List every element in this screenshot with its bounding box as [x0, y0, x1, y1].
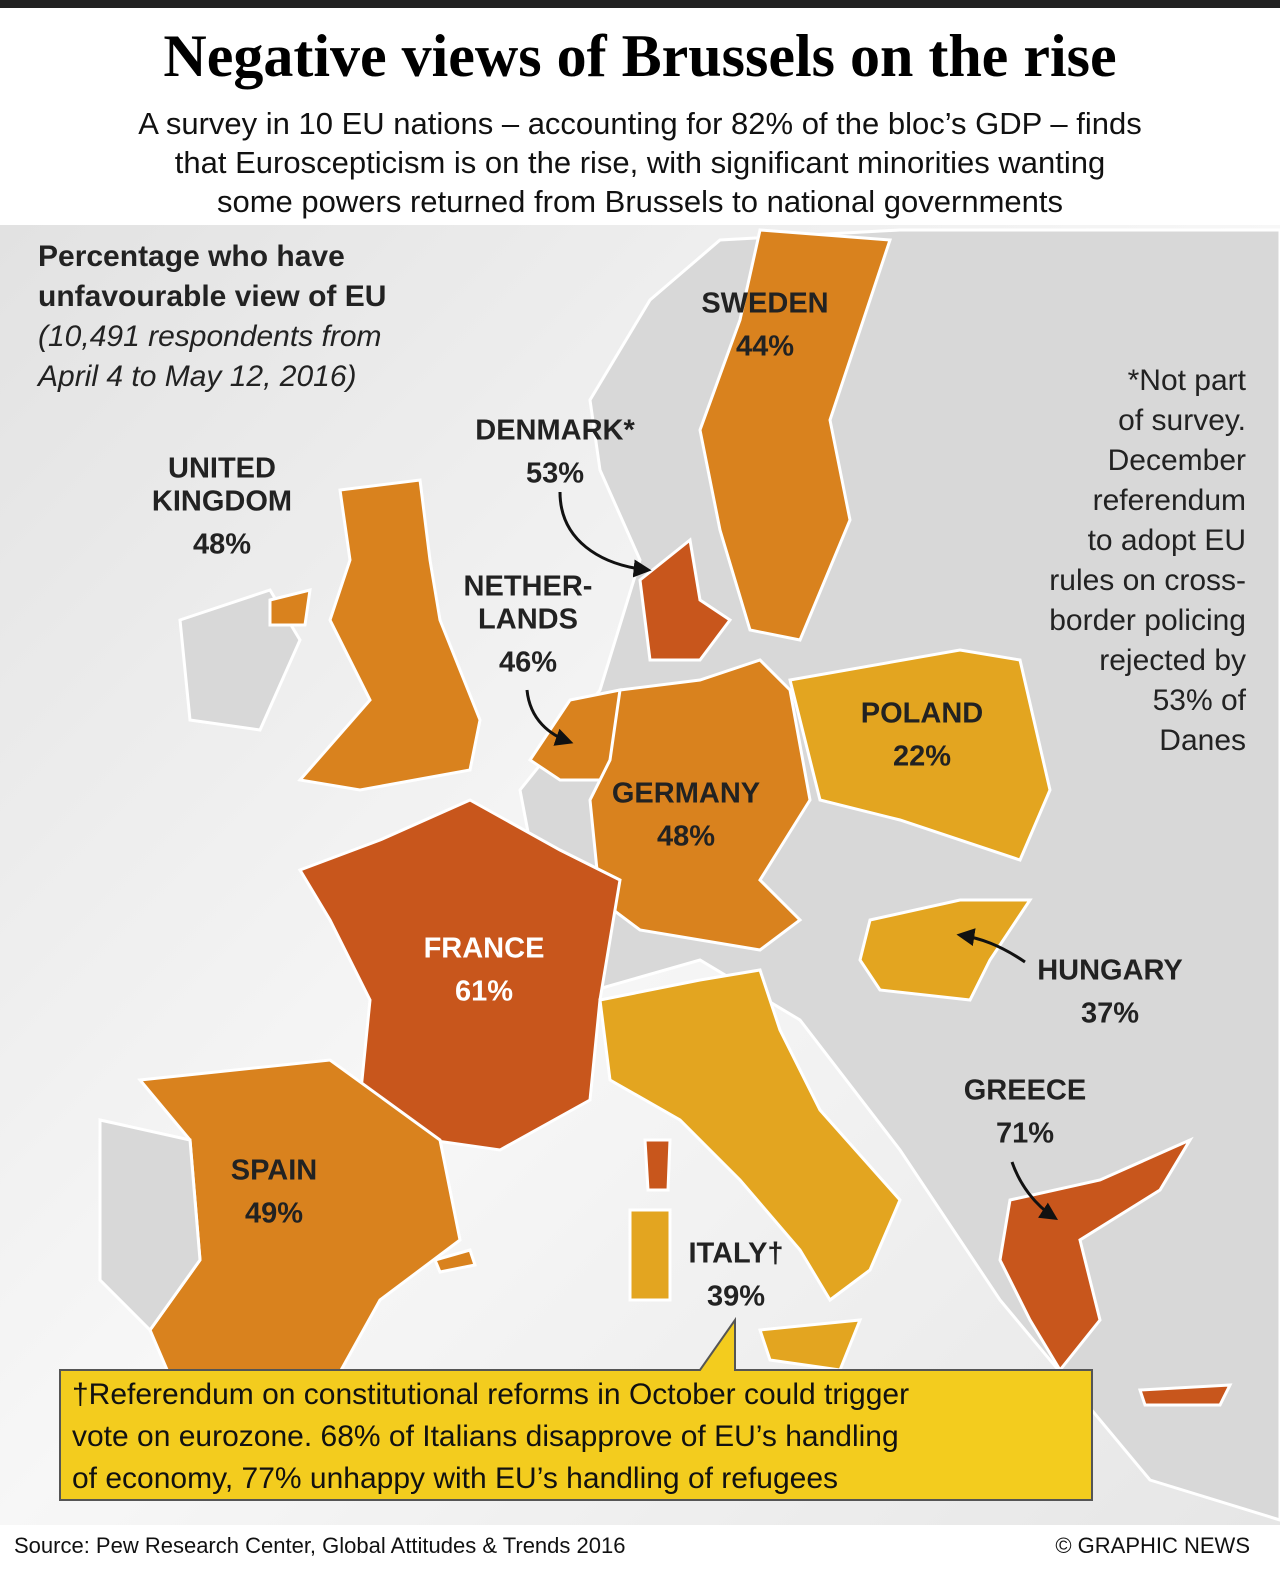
regions — [137, 228, 1233, 1407]
country-region — [628, 1208, 672, 1302]
country-value: 71% — [996, 1118, 1054, 1150]
country-name: FRANCE — [424, 933, 545, 965]
country-region — [588, 658, 812, 952]
italy-callout — [59, 1316, 1093, 1501]
country-name: SPAIN — [231, 1155, 317, 1187]
country-name: ITALY† — [688, 1238, 783, 1270]
subtitle: that Euroscepticism is on the rise, with… — [175, 145, 1105, 180]
subtitle: some powers returned from Brussels to na… — [217, 184, 1063, 219]
denmark-note-line: 53% of — [1153, 684, 1247, 717]
key-heading: unfavourable view of EU — [38, 280, 386, 313]
country-value: 48% — [193, 529, 251, 561]
country-region — [998, 1136, 1194, 1373]
country-region — [297, 798, 622, 1152]
country-name: GREECE — [964, 1075, 1086, 1107]
arrows — [525, 491, 1059, 1220]
country-value: 48% — [657, 821, 715, 853]
country-region — [297, 478, 482, 792]
subtitle: A survey in 10 EU nations – accounting f… — [138, 106, 1142, 141]
italy-note-line: of economy, 77% unhappy with EU’s handli… — [72, 1462, 838, 1495]
country-value: 49% — [245, 1198, 303, 1230]
denmark-note-line: to adopt EU — [1088, 524, 1246, 557]
denmark-note-line: December — [1108, 444, 1246, 477]
italy-note-line: vote on eurozone. 68% of Italians disapp… — [72, 1420, 899, 1453]
top-bar — [0, 0, 1280, 8]
country-region — [598, 968, 902, 1303]
key-note: (10,491 respondents from — [38, 320, 382, 353]
source: Source: Pew Research Center, Global Atti… — [14, 1533, 625, 1558]
country-region — [268, 588, 312, 627]
credit: © GRAPHIC NEWS — [1055, 1533, 1250, 1558]
country-name: UNITED — [168, 453, 276, 485]
denmark-note: *Not part of survey. December referendum to … — [1049, 364, 1246, 757]
italy-note-line: †Referendum on constitutional reforms in… — [72, 1378, 909, 1411]
country-region — [698, 228, 893, 642]
country-value: 44% — [736, 331, 794, 363]
denmark-note-line: Danes — [1159, 724, 1246, 757]
country-value: 53% — [526, 458, 584, 490]
denmark-note-line: referendum — [1093, 484, 1246, 517]
country-name: DENMARK* — [475, 415, 635, 447]
denmark-note-line: of survey. — [1118, 404, 1246, 437]
denmark-note-line: rules on cross- — [1049, 564, 1246, 597]
country-value: 39% — [707, 1281, 765, 1313]
country-name: GERMANY — [612, 778, 760, 810]
country-region — [788, 648, 1052, 862]
italy-note: †Referendum on constitutional reforms in… — [72, 1378, 909, 1495]
key-heading: Percentage who have — [38, 240, 345, 273]
country-value: 37% — [1081, 998, 1139, 1030]
country-name: KINGDOM — [152, 486, 292, 518]
country-region — [638, 537, 733, 662]
country-name: LANDS — [478, 604, 578, 636]
denmark-note-line: rejected by — [1099, 644, 1246, 677]
country-name: SWEDEN — [701, 288, 828, 320]
key-note: April 4 to May 12, 2016) — [36, 360, 357, 393]
country-value: 22% — [893, 741, 951, 773]
portugal — [98, 1118, 202, 1333]
country-region — [432, 1248, 477, 1274]
country-region — [1137, 1383, 1233, 1407]
country-value: 61% — [455, 976, 513, 1008]
denmark-note-line: *Not part — [1128, 364, 1247, 397]
title: Negative views of Brussels on the rise — [163, 23, 1116, 89]
denmark-note-line: border policing — [1049, 604, 1246, 637]
country-value: 46% — [499, 647, 557, 679]
country-region — [643, 1138, 672, 1192]
country-region — [858, 898, 1033, 1002]
country-name: NETHER- — [464, 571, 593, 603]
country-name: HUNGARY — [1037, 955, 1183, 987]
country-name: POLAND — [861, 698, 983, 730]
